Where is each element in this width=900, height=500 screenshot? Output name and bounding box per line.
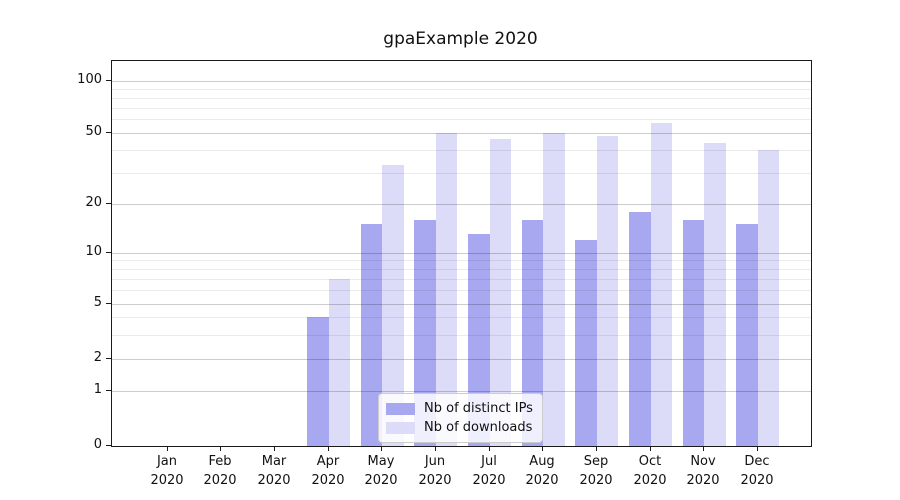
bar-ips-aug [521, 219, 544, 446]
x-tick-oct [650, 446, 651, 451]
bar-downloads-jun [435, 132, 458, 446]
y-tick-1 [106, 390, 111, 391]
x-tick-label-mar: Mar 2020 [257, 454, 291, 488]
plot-area [111, 60, 812, 447]
legend-label-distinct-ips: Nb of distinct IPs [424, 401, 533, 416]
x-tick-label-jan: Jan 2020 [150, 454, 184, 488]
x-tick-label-jun: Jun 2020 [418, 454, 452, 488]
y-tick-label-5: 5 [93, 295, 102, 310]
x-tick-jun [435, 446, 436, 451]
x-tick-apr [328, 446, 329, 451]
x-tick-label-nov: Nov 2020 [686, 454, 720, 488]
bar-ips-jun [414, 219, 436, 446]
y-tick-5 [106, 303, 111, 304]
bar-downloads-nov [704, 142, 726, 446]
legend-label-downloads: Nb of downloads [424, 420, 533, 435]
y-tick-label-0: 0 [93, 437, 102, 452]
y-tick-10 [106, 252, 111, 253]
x-tick-nov [703, 446, 704, 451]
bar-ips-sep [575, 239, 597, 446]
legend: Nb of distinct IPs Nb of downloads [378, 393, 543, 443]
bar-downloads-jul [489, 139, 512, 446]
x-tick-label-apr: Apr 2020 [311, 454, 345, 488]
bar-ips-nov [682, 219, 705, 446]
x-tick-label-sep: Sep 2020 [579, 454, 613, 488]
y-tick-100 [106, 80, 111, 81]
x-tick-label-jul: Jul 2020 [472, 454, 506, 488]
x-tick-label-may: May 2020 [364, 454, 398, 488]
bar-downloads-dec [757, 150, 780, 446]
x-tick-label-aug: Aug 2020 [525, 454, 559, 488]
y-tick-label-50: 50 [85, 124, 102, 139]
bar-ips-apr [307, 317, 329, 446]
x-tick-label-dec: Dec 2020 [740, 454, 774, 488]
y-tick-2 [106, 358, 111, 359]
x-tick-feb [220, 446, 221, 451]
x-tick-dec [757, 446, 758, 451]
bar-ips-dec [736, 224, 758, 446]
bar-downloads-may [382, 165, 404, 446]
bars-layer [112, 61, 811, 446]
legend-item-distinct-ips: Nb of distinct IPs [386, 399, 533, 418]
y-tick-label-2: 2 [93, 350, 102, 365]
y-tick-50 [106, 132, 111, 133]
legend-item-downloads: Nb of downloads [386, 418, 533, 437]
y-tick-label-100: 100 [77, 72, 102, 87]
x-tick-sep [596, 446, 597, 451]
x-tick-aug [542, 446, 543, 451]
y-tick-label-10: 10 [85, 244, 102, 259]
x-tick-jan [167, 446, 168, 451]
x-tick-mar [274, 446, 275, 451]
x-tick-label-feb: Feb 2020 [203, 454, 237, 488]
legend-swatch-distinct-ips [386, 402, 415, 415]
chart-title: gpaExample 2020 [383, 29, 538, 49]
bar-downloads-sep [596, 135, 619, 446]
bar-ips-oct [629, 211, 651, 446]
bar-downloads-aug [543, 132, 565, 446]
legend-swatch-downloads [386, 421, 415, 434]
bar-ips-may [360, 224, 383, 446]
y-tick-20 [106, 203, 111, 204]
y-tick-0 [106, 445, 111, 446]
bar-downloads-apr [328, 278, 351, 446]
x-tick-may [381, 446, 382, 451]
y-tick-label-1: 1 [93, 382, 102, 397]
x-tick-jul [489, 446, 490, 451]
y-tick-label-20: 20 [85, 195, 102, 210]
x-tick-label-oct: Oct 2020 [633, 454, 667, 488]
bar-downloads-oct [650, 122, 673, 446]
